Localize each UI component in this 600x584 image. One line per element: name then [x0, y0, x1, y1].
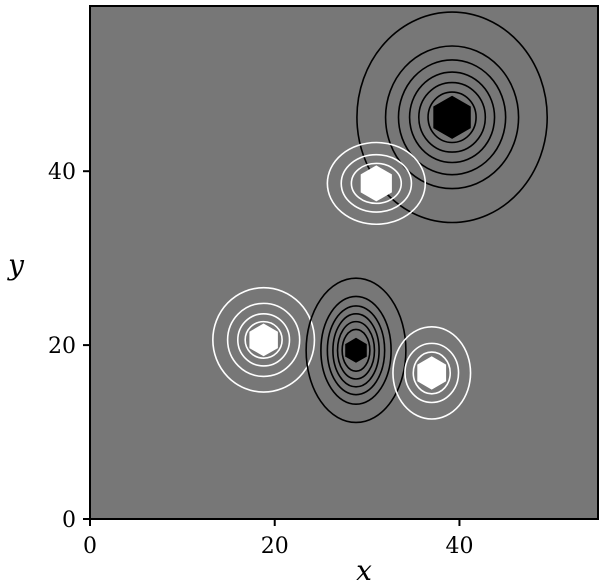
contour-line — [404, 342, 460, 404]
contour-line — [326, 305, 386, 396]
y-tick-label: 0 — [62, 508, 76, 533]
contour-line — [340, 153, 413, 213]
y-axis-label: y — [6, 249, 25, 282]
x-tick-label: 20 — [261, 534, 289, 559]
contour-line — [418, 81, 487, 153]
contour-group-negative-top-right — [356, 11, 548, 224]
axes: 0 20 40 0 20 40 x y — [6, 6, 598, 584]
contour-core — [417, 356, 447, 390]
contour-line — [336, 320, 376, 380]
contour-line — [244, 320, 283, 359]
y-ticks: 0 20 40 — [48, 160, 90, 533]
contour-group-negative-lower-center — [305, 277, 407, 424]
contour-core — [433, 95, 471, 139]
x-tick-label: 0 — [83, 534, 97, 559]
contour-line — [427, 91, 477, 144]
contour-group-positive-lower-left — [212, 286, 316, 393]
contour-line — [392, 326, 472, 420]
contour-line — [332, 312, 380, 388]
contour-line — [226, 302, 301, 378]
contour-line — [212, 286, 316, 393]
contour-line — [397, 59, 507, 176]
contour-line — [326, 141, 427, 226]
contour-line — [305, 277, 407, 424]
contour-core — [249, 323, 278, 357]
contour-line — [412, 351, 452, 395]
contour-line — [236, 312, 291, 367]
y-tick-label: 40 — [48, 160, 76, 185]
plot-area — [89, 5, 599, 520]
contour-line — [341, 328, 371, 372]
x-ticks: 0 20 40 — [83, 519, 473, 559]
y-tick-label: 20 — [48, 334, 76, 359]
contour-line — [356, 11, 548, 224]
contour-line — [320, 295, 392, 406]
x-tick-label: 40 — [445, 534, 473, 559]
contour-core — [345, 337, 367, 363]
x-axis-label: x — [356, 554, 372, 584]
contour-line — [384, 45, 520, 190]
contour-group-positive-lower-right — [392, 326, 472, 420]
contour-group-positive-mid — [326, 141, 427, 226]
contour-line — [350, 162, 403, 205]
contour-layer — [212, 11, 548, 424]
contour-core — [360, 165, 392, 202]
contour-line — [408, 71, 496, 164]
